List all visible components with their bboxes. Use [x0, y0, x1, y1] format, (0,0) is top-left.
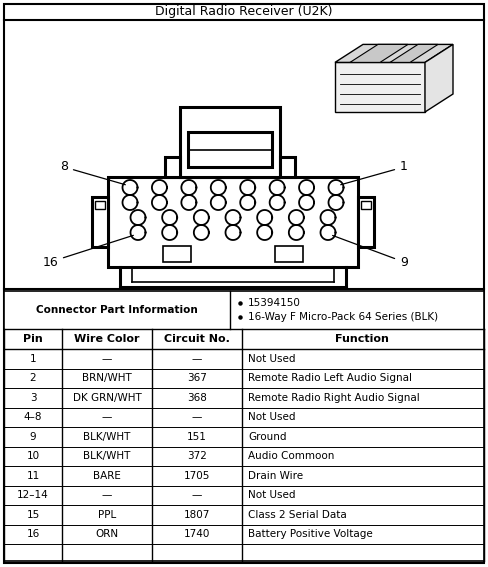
- Bar: [163, 246, 191, 262]
- Polygon shape: [335, 44, 453, 62]
- Text: 9: 9: [333, 235, 408, 269]
- Text: —: —: [192, 490, 202, 500]
- Text: 10: 10: [26, 451, 40, 461]
- Text: 3: 3: [30, 393, 36, 403]
- Text: Connector Part Information: Connector Part Information: [36, 305, 198, 315]
- Text: 9: 9: [30, 431, 36, 442]
- Polygon shape: [350, 44, 408, 62]
- Text: 1807: 1807: [184, 510, 210, 520]
- Text: Circuit No.: Circuit No.: [164, 334, 230, 344]
- Polygon shape: [425, 44, 453, 112]
- Text: 1740: 1740: [184, 529, 210, 539]
- Text: Ground: Ground: [248, 431, 286, 442]
- Bar: [180, 107, 280, 177]
- Text: 11: 11: [26, 471, 40, 481]
- Text: ORN: ORN: [96, 529, 119, 539]
- Text: Digital Radio Receiver (U2K): Digital Radio Receiver (U2K): [155, 6, 333, 19]
- Bar: [92, 197, 108, 247]
- Bar: [280, 157, 295, 177]
- Polygon shape: [390, 44, 438, 62]
- Text: Not Used: Not Used: [248, 354, 296, 364]
- Text: 1: 1: [341, 160, 408, 185]
- Bar: [358, 197, 374, 247]
- Text: 15: 15: [26, 510, 40, 520]
- Text: Battery Positive Voltage: Battery Positive Voltage: [248, 529, 373, 539]
- Text: 372: 372: [187, 451, 207, 461]
- Text: Not Used: Not Used: [248, 412, 296, 422]
- Text: 15394150: 15394150: [248, 298, 301, 308]
- Text: Drain Wire: Drain Wire: [248, 471, 303, 481]
- Text: 16-Way F Micro-Pack 64 Series (BLK): 16-Way F Micro-Pack 64 Series (BLK): [248, 312, 438, 322]
- Text: 151: 151: [187, 431, 207, 442]
- Text: 4–8: 4–8: [24, 412, 42, 422]
- Text: 12–14: 12–14: [17, 490, 49, 500]
- Text: Audio Commoon: Audio Commoon: [248, 451, 334, 461]
- Text: BARE: BARE: [93, 471, 121, 481]
- Text: Wire Color: Wire Color: [74, 334, 140, 344]
- Text: —: —: [102, 354, 112, 364]
- Bar: [361, 201, 371, 209]
- Text: —: —: [102, 412, 112, 422]
- Text: 367: 367: [187, 373, 207, 383]
- Text: Remote Radio Right Audio Signal: Remote Radio Right Audio Signal: [248, 393, 420, 403]
- Text: 2: 2: [30, 373, 36, 383]
- Text: Function: Function: [335, 334, 389, 344]
- Text: DK GRN/WHT: DK GRN/WHT: [73, 393, 142, 403]
- Text: 8: 8: [60, 160, 125, 185]
- Text: 1: 1: [30, 354, 36, 364]
- Text: Remote Radio Left Audio Signal: Remote Radio Left Audio Signal: [248, 373, 412, 383]
- Text: 1705: 1705: [184, 471, 210, 481]
- Bar: [95, 201, 105, 209]
- Text: PPL: PPL: [98, 510, 116, 520]
- Text: Class 2 Serial Data: Class 2 Serial Data: [248, 510, 347, 520]
- Text: —: —: [192, 412, 202, 422]
- Text: Not Used: Not Used: [248, 490, 296, 500]
- Bar: [4, 291, 484, 561]
- Bar: [165, 157, 180, 177]
- Bar: [335, 62, 425, 112]
- Text: BLK/WHT: BLK/WHT: [83, 431, 131, 442]
- Bar: [108, 177, 358, 267]
- Text: —: —: [192, 354, 202, 364]
- Text: BRN/WHT: BRN/WHT: [82, 373, 132, 383]
- Text: —: —: [102, 490, 112, 500]
- Text: 368: 368: [187, 393, 207, 403]
- Bar: [188, 132, 272, 167]
- Text: Pin: Pin: [23, 334, 43, 344]
- Text: 16: 16: [26, 529, 40, 539]
- Bar: [275, 246, 303, 262]
- Text: 16: 16: [42, 235, 133, 269]
- Text: BLK/WHT: BLK/WHT: [83, 451, 131, 461]
